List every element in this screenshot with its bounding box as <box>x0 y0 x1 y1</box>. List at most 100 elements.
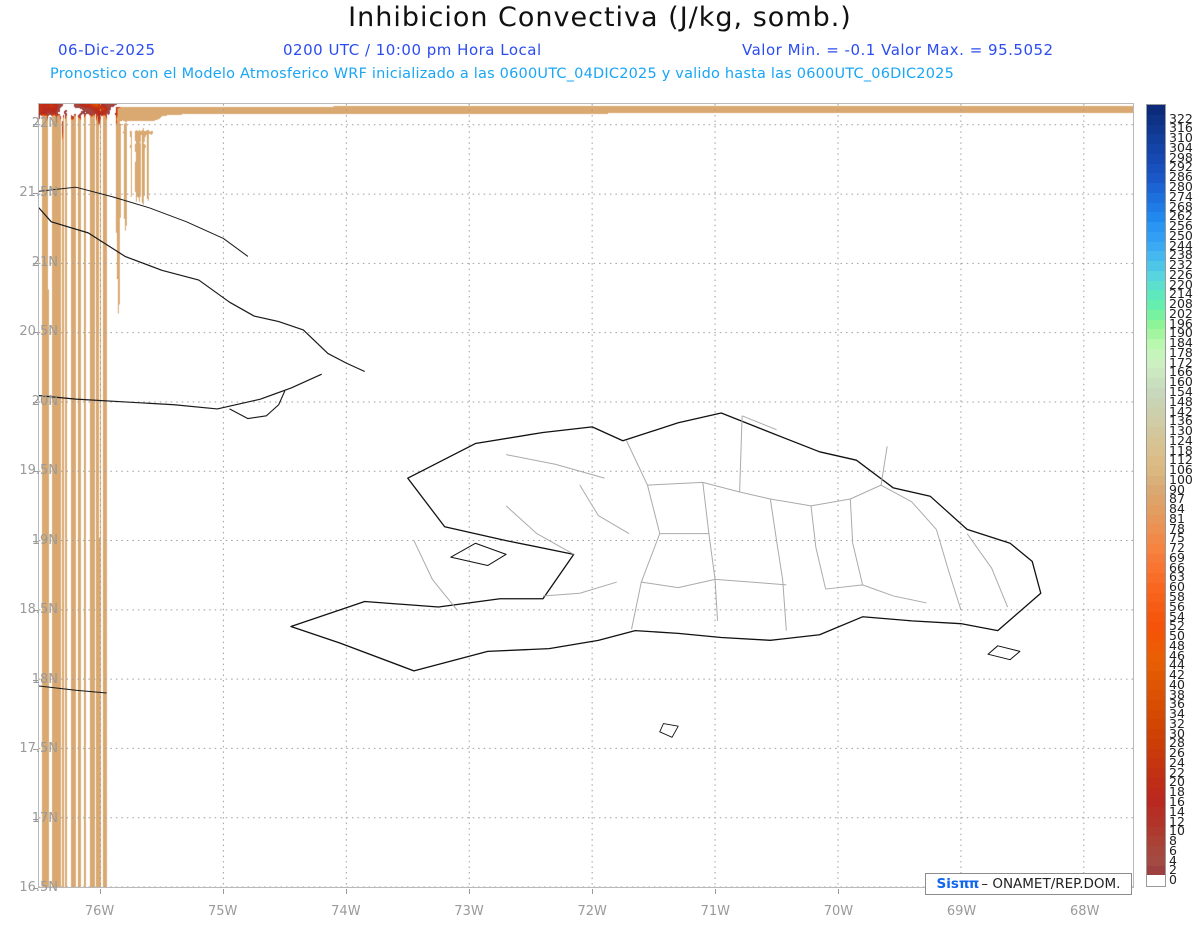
colorbar-tick-label: 48 <box>1169 637 1185 653</box>
colorbar-swatch <box>1147 495 1165 505</box>
colorbar-swatch <box>1147 153 1165 164</box>
y-axis-tick-mark <box>33 193 38 195</box>
y-axis-tick-label: 19.5N <box>19 463 58 479</box>
colorbar-tick-label: 4 <box>1169 852 1177 868</box>
y-axis-tick-label: 21N <box>31 254 58 270</box>
y-axis-tick-mark <box>33 818 38 820</box>
y-axis-tick-label: 18.5N <box>19 602 58 618</box>
colorbar-tick-label: 148 <box>1169 393 1193 409</box>
colorbar-tick-label: 268 <box>1169 198 1193 214</box>
colorbar-tick-label: 280 <box>1169 178 1193 194</box>
colorbar-tick-label: 286 <box>1169 169 1193 185</box>
colorbar-swatch <box>1147 660 1165 671</box>
colorbar-tick-label: 202 <box>1169 305 1193 321</box>
colorbar-swatch <box>1147 777 1165 788</box>
colorbar-tick-label: 10 <box>1169 823 1185 839</box>
colorbar-tick-label: 6 <box>1169 842 1177 858</box>
colorbar-tick-label: 130 <box>1169 423 1193 439</box>
x-axis-tick-label: 75W <box>208 904 238 919</box>
colorbar-tick-label: 298 <box>1169 149 1193 165</box>
colorbar-swatch <box>1147 651 1165 661</box>
x-axis-tick-mark <box>592 889 594 894</box>
colorbar-swatch <box>1147 368 1165 378</box>
colorbar-swatch <box>1147 680 1165 690</box>
colorbar-tick-label: 72 <box>1169 540 1185 556</box>
x-axis-tick-mark <box>715 889 717 894</box>
colorbar-swatch <box>1147 270 1165 281</box>
colorbar-tick-label: 63 <box>1169 569 1185 585</box>
colorbar-tick-label: 42 <box>1169 667 1185 683</box>
colorbar-tick-label: 304 <box>1169 139 1193 155</box>
colorbar-swatch <box>1147 124 1165 135</box>
colorbar-tick-label: 142 <box>1169 403 1193 419</box>
logo-agency-text: – ONAMET/REP.DOM. <box>981 876 1121 892</box>
colorbar-tick-label: 46 <box>1169 647 1185 663</box>
colorbar-tick-label: 208 <box>1169 296 1193 312</box>
forecast-date: 06-Dic-2025 <box>58 41 156 59</box>
colorbar-swatch <box>1147 699 1165 710</box>
x-axis-tick-label: 69W <box>946 904 977 919</box>
colorbar-tick-label: 238 <box>1169 247 1193 263</box>
colorbar-swatch <box>1147 485 1165 495</box>
colorbar-swatch <box>1147 202 1165 213</box>
colorbar-swatch <box>1147 173 1165 183</box>
colorbar-swatch <box>1147 514 1165 525</box>
colorbar-tick-label: 214 <box>1169 286 1193 302</box>
colorbar-tick-label: 16 <box>1169 794 1185 810</box>
colorbar-swatch <box>1147 612 1165 622</box>
colorbar-tick-label: 262 <box>1169 208 1193 224</box>
colorbar-tick-label: 24 <box>1169 754 1185 770</box>
colorbar-swatch <box>1147 504 1165 515</box>
colorbar-swatch <box>1147 875 1165 885</box>
y-axis-tick-label: 19N <box>31 532 58 548</box>
colorbar-tick-label: 60 <box>1169 579 1185 595</box>
map-plot-area <box>38 103 1134 888</box>
colorbar-swatch <box>1147 846 1165 856</box>
colorbar-tick-label: 250 <box>1169 227 1193 243</box>
x-axis-tick-label: 70W <box>823 904 854 919</box>
colorbar-swatch <box>1147 787 1165 798</box>
colorbar-tick-label: 292 <box>1169 159 1193 175</box>
colorbar-swatch <box>1147 319 1165 330</box>
colorbar-swatch <box>1147 729 1165 739</box>
y-axis-tick-mark <box>33 401 38 403</box>
colorbar-tick-label: 78 <box>1169 520 1185 536</box>
colorbar-swatch <box>1147 105 1165 115</box>
x-axis-tick-label: 73W <box>454 904 484 919</box>
y-axis-tick-mark <box>33 123 38 125</box>
colorbar-tick-label: 81 <box>1169 510 1185 526</box>
colorbar-tick-label: 172 <box>1169 354 1193 370</box>
colorbar-swatch <box>1147 163 1165 174</box>
y-axis-tick-mark <box>33 610 38 612</box>
y-axis-tick-label: 17N <box>31 810 58 826</box>
colorbar-tick-label: 166 <box>1169 364 1193 380</box>
colorbar-tick-label: 136 <box>1169 413 1193 429</box>
colorbar-tick-label: 26 <box>1169 745 1185 761</box>
colorbar-swatch <box>1147 748 1165 759</box>
colorbar-tick-label: 8 <box>1169 833 1177 849</box>
colorbar-tick-label: 178 <box>1169 344 1193 360</box>
colorbar-tick-label: 220 <box>1169 276 1193 292</box>
colorbar-swatch <box>1147 397 1165 408</box>
colorbar-swatch <box>1147 573 1165 583</box>
logo-sis-text: Sis <box>936 876 959 892</box>
colorbar-swatch <box>1147 446 1165 456</box>
colorbar-tick-label: 52 <box>1169 618 1185 634</box>
colorbar-tick-label: 322 <box>1169 110 1193 126</box>
colorbar-tick-label: 66 <box>1169 559 1185 575</box>
forecast-time: 0200 UTC / 10:00 pm Hora Local <box>283 41 542 59</box>
y-axis-tick-label: 20N <box>31 393 58 409</box>
colorbar-tick-label: 20 <box>1169 774 1185 790</box>
colorbar-swatch <box>1147 855 1165 866</box>
chart-header: Inhibicion Convectiva (J/kg, somb.) 06-D… <box>0 0 1200 92</box>
colorbar-swatch <box>1147 836 1165 846</box>
colorbar-swatch <box>1147 251 1165 261</box>
x-axis-tick-mark <box>469 889 470 894</box>
colorbar-swatch <box>1147 407 1165 417</box>
colorbar-swatch <box>1147 797 1165 807</box>
colorbar-tick-label: 124 <box>1169 432 1193 448</box>
colorbar-swatch <box>1147 339 1165 349</box>
colorbar-tick-label: 56 <box>1169 598 1185 614</box>
colorbar-swatch <box>1147 378 1165 388</box>
colorbar-swatch <box>1147 553 1165 564</box>
